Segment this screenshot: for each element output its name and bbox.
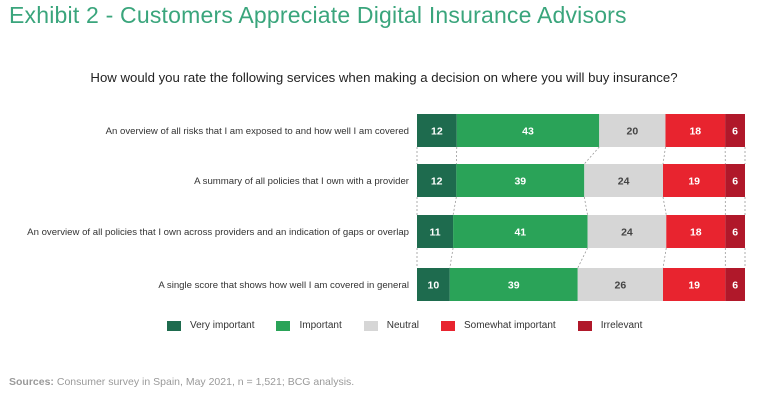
bar-segment bbox=[666, 215, 726, 248]
category-label: An overview of all policies that I own a… bbox=[27, 227, 409, 238]
data-label: 24 bbox=[618, 176, 630, 188]
sources-note: Sources: Consumer survey in Spain, May 2… bbox=[9, 376, 354, 388]
exhibit-title: Exhibit 2 - Customers Appreciate Digital… bbox=[9, 2, 627, 28]
bar-segment bbox=[725, 215, 745, 248]
connector-line bbox=[662, 196, 667, 216]
bar-segment bbox=[599, 114, 666, 147]
bar-segment bbox=[417, 215, 454, 248]
bar-segment bbox=[449, 268, 578, 301]
data-label: 6 bbox=[732, 227, 738, 239]
category-label: An overview of all risks that I am expos… bbox=[106, 126, 409, 137]
legend-label: Somewhat important bbox=[463, 320, 556, 331]
bar-segment bbox=[584, 164, 663, 197]
legend-label: Very important bbox=[190, 320, 255, 331]
chart-legend: Very important Important Neutral Somewha… bbox=[167, 320, 664, 331]
bar-segment bbox=[665, 114, 726, 147]
bar-segment bbox=[456, 114, 600, 147]
connector-line bbox=[577, 247, 588, 269]
data-label: 39 bbox=[514, 176, 526, 188]
legend-item-irrelevant: Irrelevant bbox=[577, 320, 643, 331]
data-label: 24 bbox=[621, 227, 633, 239]
bar-segment bbox=[417, 268, 450, 301]
category-label: A summary of all policies that I own wit… bbox=[194, 176, 410, 187]
data-label: 6 bbox=[732, 176, 738, 188]
data-label: 6 bbox=[732, 280, 738, 292]
connector-line bbox=[583, 196, 588, 216]
data-label: 10 bbox=[428, 280, 440, 292]
legend-item-neutral: Neutral bbox=[363, 320, 419, 331]
sources-text: Consumer survey in Spain, May 2021, n = … bbox=[56, 376, 355, 388]
data-label: 18 bbox=[689, 126, 701, 138]
bar-segment bbox=[417, 164, 457, 197]
legend-swatch bbox=[363, 320, 378, 331]
data-label: 6 bbox=[732, 126, 738, 138]
legend-item-very-important: Very important bbox=[167, 320, 254, 331]
legend-swatch bbox=[577, 320, 592, 331]
bar-segment bbox=[663, 268, 726, 301]
bar-segment bbox=[577, 268, 663, 301]
connector-line bbox=[449, 247, 454, 269]
data-label: 26 bbox=[615, 280, 627, 292]
data-label: 12 bbox=[431, 176, 443, 188]
data-label: 20 bbox=[627, 126, 639, 138]
legend-item-important: Important bbox=[276, 320, 342, 331]
data-label: 43 bbox=[522, 126, 534, 138]
data-label: 19 bbox=[688, 176, 700, 188]
bar-segment bbox=[725, 114, 745, 147]
bar-segment bbox=[725, 164, 745, 197]
bar-segment bbox=[456, 164, 585, 197]
data-label: 19 bbox=[688, 280, 700, 292]
chart-question: How would you rate the following service… bbox=[90, 70, 678, 85]
data-label: 11 bbox=[429, 227, 440, 239]
category-label: A single score that shows how well I am … bbox=[158, 280, 409, 291]
legend-label: Important bbox=[299, 320, 342, 331]
connector-line bbox=[452, 196, 457, 216]
legend-label: Irrelevant bbox=[600, 320, 643, 331]
data-label: 39 bbox=[508, 280, 520, 292]
bar-segment bbox=[587, 215, 667, 248]
data-label: 18 bbox=[690, 227, 702, 239]
legend-swatch bbox=[276, 320, 291, 331]
sources-label: Sources: bbox=[9, 376, 54, 388]
legend-item-somewhat-important: Somewhat important bbox=[440, 320, 556, 331]
bar-segment bbox=[663, 164, 726, 197]
bar-segment bbox=[725, 268, 745, 301]
data-label: 41 bbox=[514, 227, 526, 239]
data-label: 12 bbox=[431, 126, 443, 138]
legend-label: Neutral bbox=[386, 320, 419, 331]
bar-segment bbox=[417, 114, 457, 147]
bar-segment bbox=[453, 215, 588, 248]
connector-line bbox=[662, 146, 666, 165]
legend-swatch bbox=[440, 320, 455, 331]
legend-swatch bbox=[167, 320, 181, 331]
connector-line bbox=[583, 146, 600, 165]
connector-line bbox=[662, 247, 667, 269]
